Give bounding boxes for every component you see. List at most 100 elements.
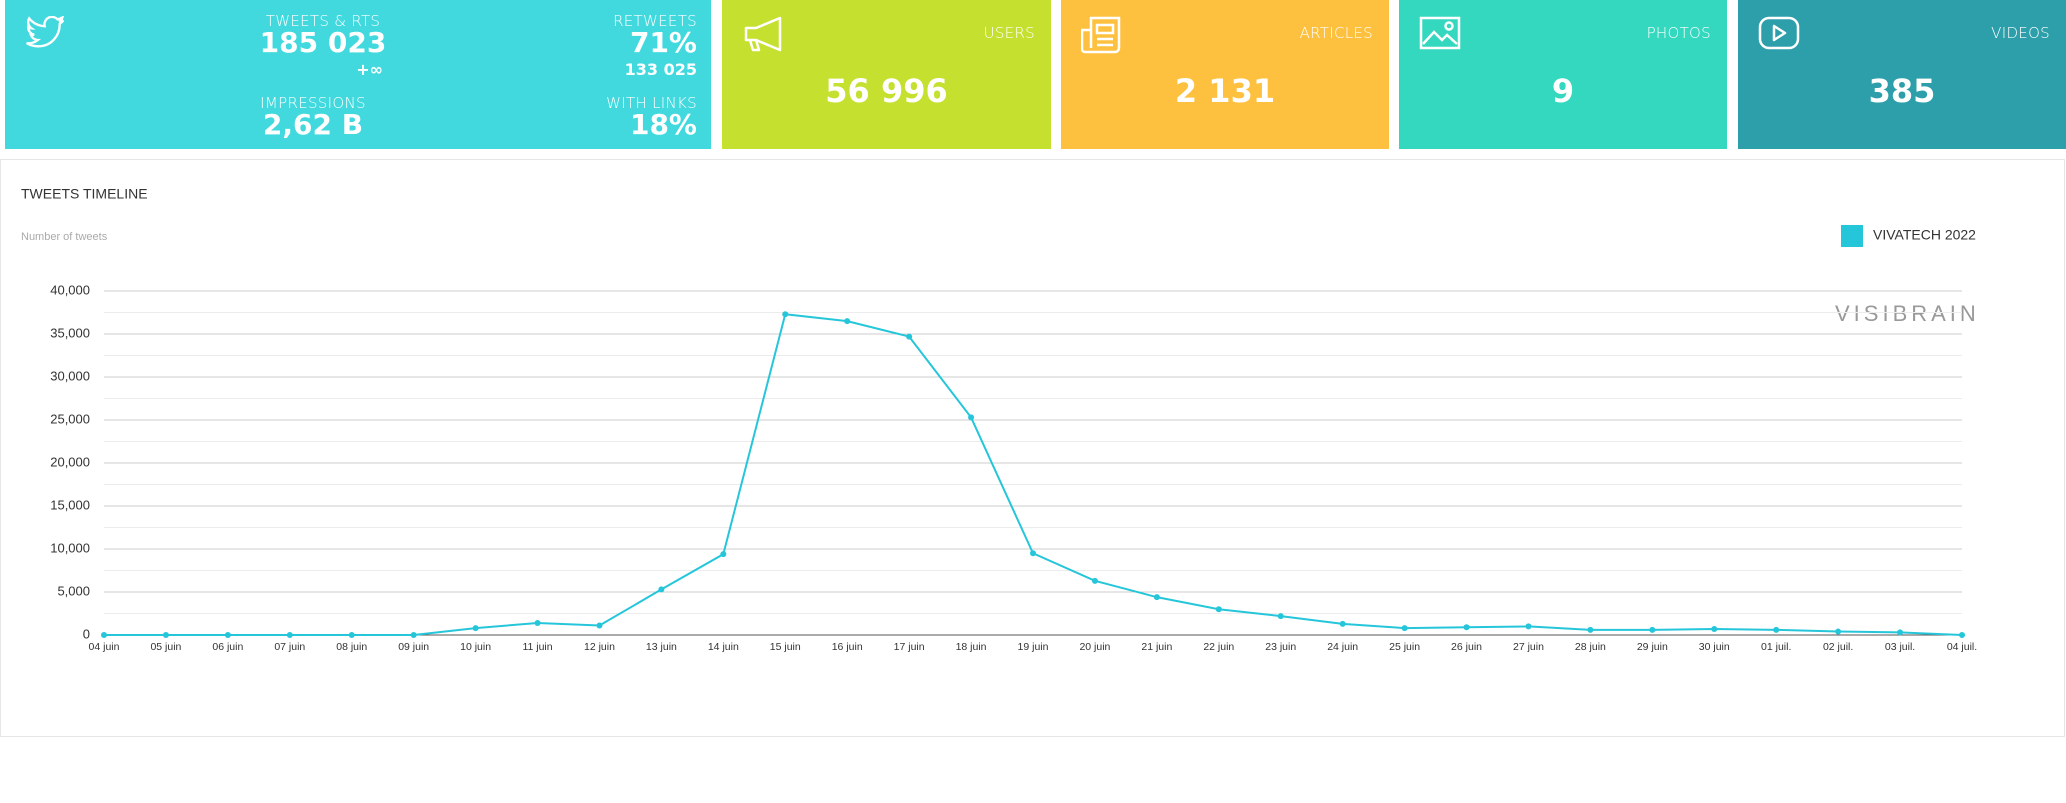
y-tick-label: 0 <box>83 626 90 641</box>
data-point <box>1339 620 1346 627</box>
card-label: VIDEOS <box>1991 24 2050 42</box>
data-point <box>1897 629 1904 636</box>
data-point <box>1649 626 1656 633</box>
y-tick-label: 20,000 <box>50 454 90 469</box>
x-tick-label: 06 juin <box>212 641 243 653</box>
stat-label: WITH LINKS <box>606 94 697 112</box>
x-tick-label: 25 juin <box>1389 641 1420 653</box>
x-tick-label: 18 juin <box>956 641 987 653</box>
data-point <box>1463 624 1470 631</box>
x-tick-label: 09 juin <box>398 641 429 653</box>
video-icon <box>1758 16 1800 50</box>
newspaper-icon <box>1081 16 1121 54</box>
twitter-icon <box>26 16 65 48</box>
card-label: ARTICLES <box>1299 24 1373 42</box>
photos-card: PHOTOS 9 <box>1399 0 1727 149</box>
y-tick-label: 10,000 <box>50 540 90 555</box>
card-value: 56 996 <box>825 72 948 110</box>
data-point <box>224 632 231 638</box>
x-tick-label: 01 juil. <box>1761 641 1791 653</box>
legend-label: VIVATECH 2022 <box>1873 227 1976 243</box>
stat-value: 71% <box>629 26 697 59</box>
y-tick-label: 40,000 <box>50 282 90 297</box>
x-tick-label: 29 juin <box>1637 641 1668 653</box>
y-tick-label: 25,000 <box>50 411 90 426</box>
data-point <box>720 551 727 558</box>
data-point <box>1711 625 1718 632</box>
articles-card: ARTICLES 2 131 <box>1061 0 1389 149</box>
stat-value: 2,62 B <box>262 108 364 141</box>
x-tick-label: 22 juin <box>1203 641 1234 653</box>
x-tick-label: 26 juin <box>1451 641 1482 653</box>
x-tick-label: 04 juil. <box>1947 641 1977 653</box>
card-label: PHOTOS <box>1646 24 1711 42</box>
stat-value: 185 023 <box>259 26 387 59</box>
x-tick-label: 07 juin <box>274 641 305 653</box>
x-tick-label: 13 juin <box>646 641 677 653</box>
data-point <box>906 333 913 340</box>
x-tick-label: 21 juin <box>1141 641 1172 653</box>
stat-label: IMPRESSIONS <box>260 94 366 112</box>
data-point <box>782 311 789 318</box>
stat-sub: +∞ <box>356 60 383 79</box>
y-tick-label: 30,000 <box>50 368 90 383</box>
data-point <box>844 318 851 325</box>
legend-swatch <box>1841 225 1863 247</box>
stat-sub: 133 025 <box>624 60 697 79</box>
x-tick-label: 23 juin <box>1265 641 1296 653</box>
data-point <box>1773 626 1780 633</box>
x-tick-label: 30 juin <box>1699 641 1730 653</box>
watermark: VISIBRAIN <box>1835 301 1980 326</box>
card-label: USERS <box>983 24 1035 42</box>
data-point <box>1091 577 1098 584</box>
x-tick-label: 14 juin <box>708 641 739 653</box>
data-point <box>968 414 975 421</box>
data-point <box>101 632 107 638</box>
stat-label: TWEETS & RTS <box>265 12 381 30</box>
data-point <box>286 632 293 638</box>
chart-title: TWEETS TIMELINE <box>21 186 148 202</box>
data-point <box>1277 613 1284 620</box>
card-value: 9 <box>1551 72 1575 110</box>
x-tick-label: 05 juin <box>150 641 181 653</box>
x-tick-label: 12 juin <box>584 641 615 653</box>
megaphone-icon <box>744 16 782 52</box>
x-tick-label: 11 juin <box>522 641 552 653</box>
x-tick-label: 20 juin <box>1079 641 1110 653</box>
data-point <box>472 625 479 632</box>
tweets-card: TWEETS & RTS 185 023 +∞ RETWEETS 71% 133… <box>5 0 711 149</box>
data-point <box>348 632 355 638</box>
data-point <box>1959 632 1965 638</box>
data-point <box>1215 606 1222 613</box>
videos-card: VIDEOS 385 <box>1738 0 2066 149</box>
chart-panel <box>0 159 2065 737</box>
x-tick-label: 02 juil. <box>1823 641 1853 653</box>
users-card: USERS 56 996 <box>722 0 1051 149</box>
data-point <box>1153 594 1160 601</box>
y-axis-label: Number of tweets <box>21 231 108 243</box>
x-tick-label: 15 juin <box>770 641 801 653</box>
x-tick-label: 08 juin <box>336 641 367 653</box>
x-tick-label: 04 juin <box>89 641 120 653</box>
x-tick-label: 24 juin <box>1327 641 1358 653</box>
x-tick-label: 03 juil. <box>1885 641 1915 653</box>
y-tick-label: 35,000 <box>50 325 90 340</box>
x-tick-label: 28 juin <box>1575 641 1606 653</box>
data-point <box>596 622 603 629</box>
data-point <box>658 586 665 593</box>
data-point <box>410 632 417 638</box>
y-tick-label: 5,000 <box>57 583 90 598</box>
x-tick-label: 19 juin <box>1018 641 1049 653</box>
data-point <box>1835 628 1842 635</box>
x-tick-label: 17 juin <box>894 641 925 653</box>
data-point <box>1525 623 1532 630</box>
x-tick-label: 16 juin <box>832 641 863 653</box>
data-point <box>1587 626 1594 633</box>
x-tick-label: 10 juin <box>460 641 491 653</box>
chart: TWEETS TIMELINE Number of tweets VISIBRA… <box>0 159 2065 737</box>
data-point <box>1030 550 1036 557</box>
card-value: 2 131 <box>1174 72 1276 110</box>
data-point <box>534 619 541 626</box>
stat-label: RETWEETS <box>613 12 697 30</box>
